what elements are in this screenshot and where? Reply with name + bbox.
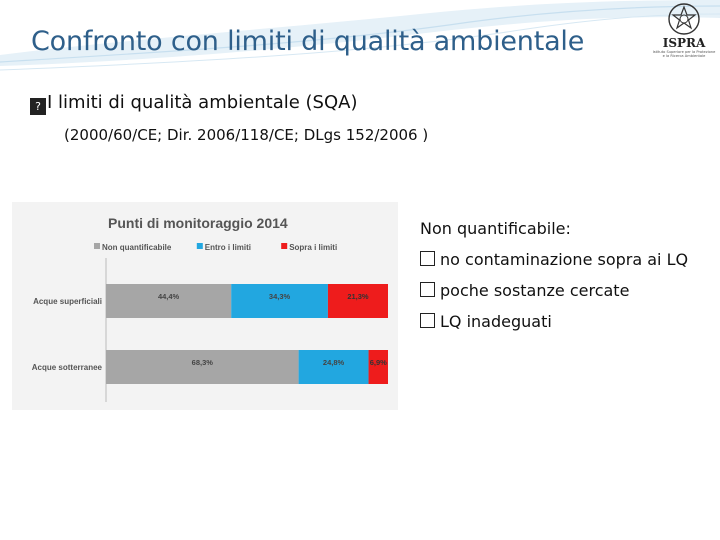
notes-heading: Non quantificabile:: [420, 219, 571, 238]
category-label: Acque sotterranee: [32, 363, 103, 372]
data-label: 68,3%: [192, 358, 214, 367]
bar-segment: [106, 284, 232, 318]
main-bullet-text: I limiti di qualità ambientale (SQA): [47, 92, 358, 113]
missing-glyph-icon: ?: [30, 98, 46, 115]
ispra-logo: ISPRA Istituto Superiore per la Protezio…: [652, 2, 716, 64]
data-label: 24,8%: [323, 358, 345, 367]
notes-item-text: poche sostanze cercate: [440, 281, 630, 300]
bar-segment: [231, 284, 328, 318]
logo-text: ISPRA: [662, 36, 706, 50]
logo-subtitle: Istituto Superiore per la Protezione e l…: [652, 50, 716, 59]
bar-segment: [368, 350, 388, 384]
notes-list: Non quantificabile: no contaminazione so…: [420, 213, 688, 337]
data-label: 44,4%: [158, 292, 180, 301]
bar-segment: [298, 350, 369, 384]
notes-item-text: LQ inadeguati: [440, 312, 552, 331]
legend-label: Sopra i limiti: [289, 243, 337, 252]
legend-swatch: [281, 243, 288, 249]
legend-swatch: [94, 243, 100, 249]
category-label: Acque superficiali: [33, 297, 102, 306]
main-bullet: ? I limiti di qualità ambientale (SQA): [30, 92, 357, 115]
data-label: 6,9%: [370, 358, 387, 367]
legend-label: Entro i limiti: [205, 243, 251, 252]
notes-item-text: no contaminazione sopra ai LQ: [440, 250, 689, 269]
italian-republic-emblem-icon: [668, 3, 700, 35]
notes-item: LQ inadeguati: [420, 306, 688, 337]
bar-segment: [327, 284, 388, 318]
data-label: 21,3%: [347, 292, 369, 301]
notes-item: no contaminazione sopra ai LQ: [420, 244, 688, 275]
checkbox-icon: [420, 282, 435, 297]
chart-title: Punti di monitoraggio 2014: [108, 215, 288, 231]
slide-title: Confronto con limiti di qualità ambienta…: [31, 26, 585, 57]
header-decoration: [0, 0, 720, 71]
bar-segment: [106, 350, 299, 384]
data-label: 34,3%: [269, 292, 291, 301]
checkbox-icon: [420, 313, 435, 328]
legend-label: Non quantificabile: [102, 243, 172, 252]
checkbox-icon: [420, 251, 435, 266]
notes-item: poche sostanze cercate: [420, 275, 688, 306]
legend-swatch: [196, 243, 203, 249]
stacked-bar-chart: Punti di monitoraggio 2014 Non quantifica…: [12, 202, 398, 410]
references-text: (2000/60/CE; Dir. 2006/118/CE; DLgs 152/…: [64, 126, 429, 144]
